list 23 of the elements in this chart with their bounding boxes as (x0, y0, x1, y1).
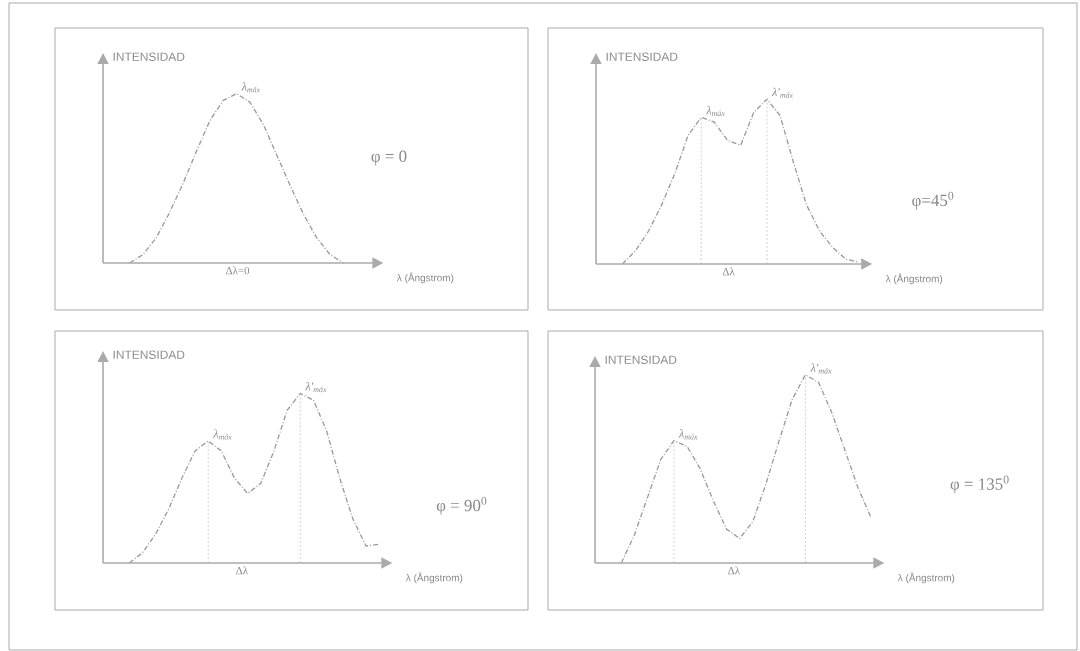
text: Δλ (722, 267, 735, 276)
text: φ = 135$^{0}$ (950, 475, 1009, 494)
y-axis-title: INTENSIDAD (113, 350, 185, 359)
text: λ′$_{máx}$ (771, 87, 794, 98)
text: λ′$_{máx}$ (810, 363, 832, 374)
text: Δλ=0 (225, 266, 250, 275)
text: Δλ (236, 566, 248, 575)
x-axis-title: λ (Ångstrom) (405, 572, 463, 584)
x-axis-title: λ (Ångstrom) (897, 572, 955, 584)
y-axis-title: INTENSIDAD (605, 355, 677, 364)
text: λ′$_{máx}$ (305, 381, 327, 393)
annotation: λ$_{máx}$ (706, 105, 725, 117)
annotation: φ = 0 (371, 150, 407, 166)
text: Δλ (728, 566, 740, 575)
x-axis-title: λ (Ångstrom) (396, 272, 454, 284)
text: φ=45$^{0}$ (912, 191, 954, 210)
text: λ$_{máx}$ (241, 82, 261, 93)
annotation: λ$_{máx}$ (678, 429, 698, 440)
y-axis-title: INTENSIDAD (606, 52, 678, 61)
annotation: λ$_{máx}$ (213, 429, 232, 440)
text: φ = 90$^{0}$ (436, 496, 487, 515)
x-axis-title: λ (Ångstrom) (885, 273, 943, 285)
y-axis-title: INTENSIDAD (113, 52, 185, 61)
